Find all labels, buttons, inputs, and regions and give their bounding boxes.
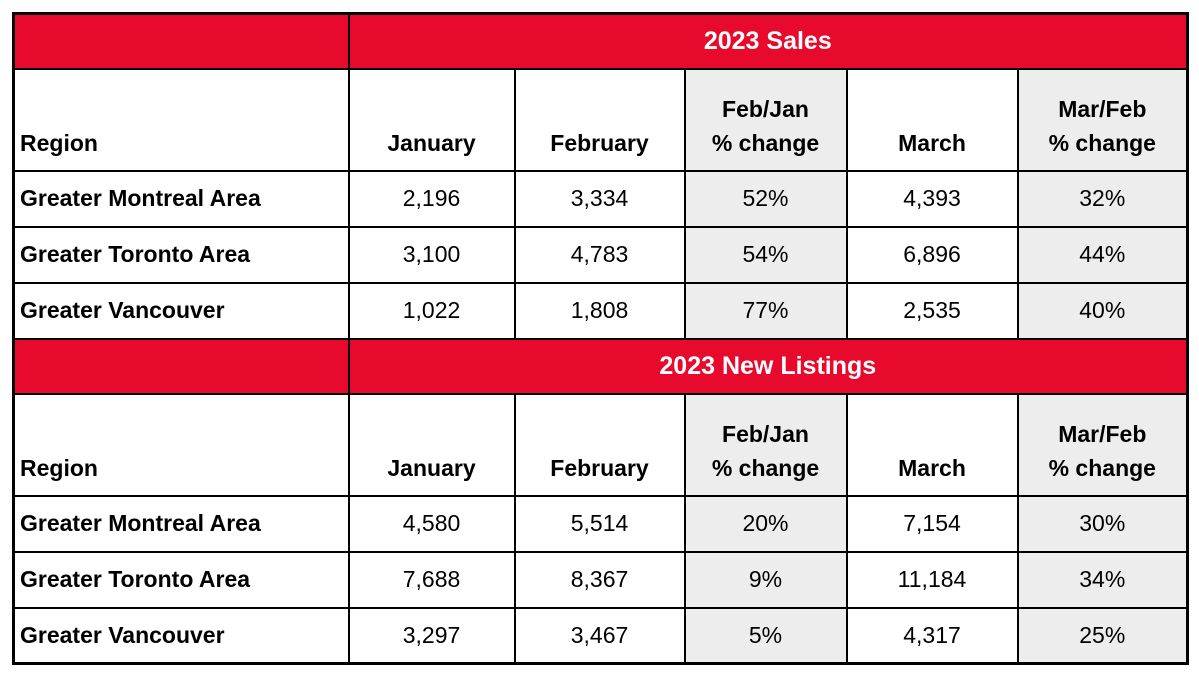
region-cell: Greater Montreal Area	[12, 169, 350, 228]
table-row: Greater Montreal Area 4,580 5,514 20% 7,…	[12, 494, 1189, 553]
january-value-cell: 7,688	[347, 550, 516, 609]
march-value-cell: 7,154	[845, 494, 1019, 553]
region-cell: Greater Vancouver	[12, 606, 350, 665]
march-value-cell: 4,393	[845, 169, 1019, 228]
january-column-header: January	[347, 392, 516, 497]
feb-jan-change-header-line1: Feb/Jan	[722, 95, 809, 122]
feb-jan-change-column-header: Feb/Jan % change	[683, 67, 848, 172]
table-row: Greater Vancouver 1,022 1,808 77% 2,535 …	[12, 281, 1189, 340]
march-column-header: March	[845, 392, 1019, 497]
new-listings-band-row: 2023 New Listings	[12, 337, 1189, 395]
january-value-cell: 2,196	[347, 169, 516, 228]
mar-feb-change-cell: 44%	[1016, 225, 1189, 284]
march-value-cell: 11,184	[845, 550, 1019, 609]
mar-feb-change-cell: 34%	[1016, 550, 1189, 609]
march-column-header: March	[845, 67, 1019, 172]
sales-band-row: 2023 Sales	[12, 12, 1189, 70]
region-column-header: Region	[12, 67, 350, 172]
feb-jan-change-header-line2: % change	[711, 455, 820, 481]
region-column-header: Region	[12, 392, 350, 497]
mar-feb-change-header-line1: Mar/Feb	[1058, 95, 1147, 122]
march-value-cell: 4,317	[845, 606, 1019, 665]
new-listings-section-title: 2023 New Listings	[347, 337, 1189, 395]
feb-jan-change-column-header: Feb/Jan % change	[683, 392, 848, 497]
march-value-cell: 6,896	[845, 225, 1019, 284]
table-row: Greater Toronto Area 7,688 8,367 9% 11,1…	[12, 550, 1189, 609]
mar-feb-change-header-line1: Mar/Feb	[1058, 420, 1147, 447]
mar-feb-change-cell: 30%	[1016, 494, 1189, 553]
february-column-header: February	[513, 392, 686, 497]
sales-section-title: 2023 Sales	[347, 12, 1189, 70]
mar-feb-change-cell: 32%	[1016, 169, 1189, 228]
region-cell: Greater Toronto Area	[12, 225, 350, 284]
feb-jan-change-cell: 9%	[683, 550, 848, 609]
region-cell: Greater Vancouver	[12, 281, 350, 340]
february-value-cell: 4,783	[513, 225, 686, 284]
mar-feb-change-column-header: Mar/Feb % change	[1016, 392, 1189, 497]
real-estate-stats-table: 2023 Sales Region January February Feb/J…	[12, 12, 1190, 665]
table-row: Greater Toronto Area 3,100 4,783 54% 6,8…	[12, 225, 1189, 284]
february-value-cell: 1,808	[513, 281, 686, 340]
february-value-cell: 5,514	[513, 494, 686, 553]
table-row: Greater Vancouver 3,297 3,467 5% 4,317 2…	[12, 606, 1189, 665]
feb-jan-change-cell: 5%	[683, 606, 848, 665]
sales-band-corner-cell	[12, 12, 350, 70]
feb-jan-change-cell: 54%	[683, 225, 848, 284]
feb-jan-change-cell: 77%	[683, 281, 848, 340]
feb-jan-change-cell: 20%	[683, 494, 848, 553]
new-listings-band-corner-cell	[12, 337, 350, 395]
january-value-cell: 3,100	[347, 225, 516, 284]
mar-feb-change-cell: 25%	[1016, 606, 1189, 665]
feb-jan-change-cell: 52%	[683, 169, 848, 228]
table-row: Greater Montreal Area 2,196 3,334 52% 4,…	[12, 169, 1189, 228]
january-value-cell: 3,297	[347, 606, 516, 665]
mar-feb-change-header-line2: % change	[1048, 455, 1156, 481]
feb-jan-change-header-line1: Feb/Jan	[722, 420, 809, 447]
january-value-cell: 1,022	[347, 281, 516, 340]
sales-header-row: Region January February Feb/Jan % change…	[12, 67, 1189, 172]
february-value-cell: 8,367	[513, 550, 686, 609]
mar-feb-change-column-header: Mar/Feb % change	[1016, 67, 1189, 172]
mar-feb-change-header-line2: % change	[1048, 130, 1156, 156]
region-cell: Greater Toronto Area	[12, 550, 350, 609]
february-value-cell: 3,334	[513, 169, 686, 228]
january-column-header: January	[347, 67, 516, 172]
january-value-cell: 4,580	[347, 494, 516, 553]
february-column-header: February	[513, 67, 686, 172]
region-cell: Greater Montreal Area	[12, 494, 350, 553]
new-listings-header-row: Region January February Feb/Jan % change…	[12, 392, 1189, 497]
march-value-cell: 2,535	[845, 281, 1019, 340]
february-value-cell: 3,467	[513, 606, 686, 665]
feb-jan-change-header-line2: % change	[711, 130, 820, 156]
mar-feb-change-cell: 40%	[1016, 281, 1189, 340]
